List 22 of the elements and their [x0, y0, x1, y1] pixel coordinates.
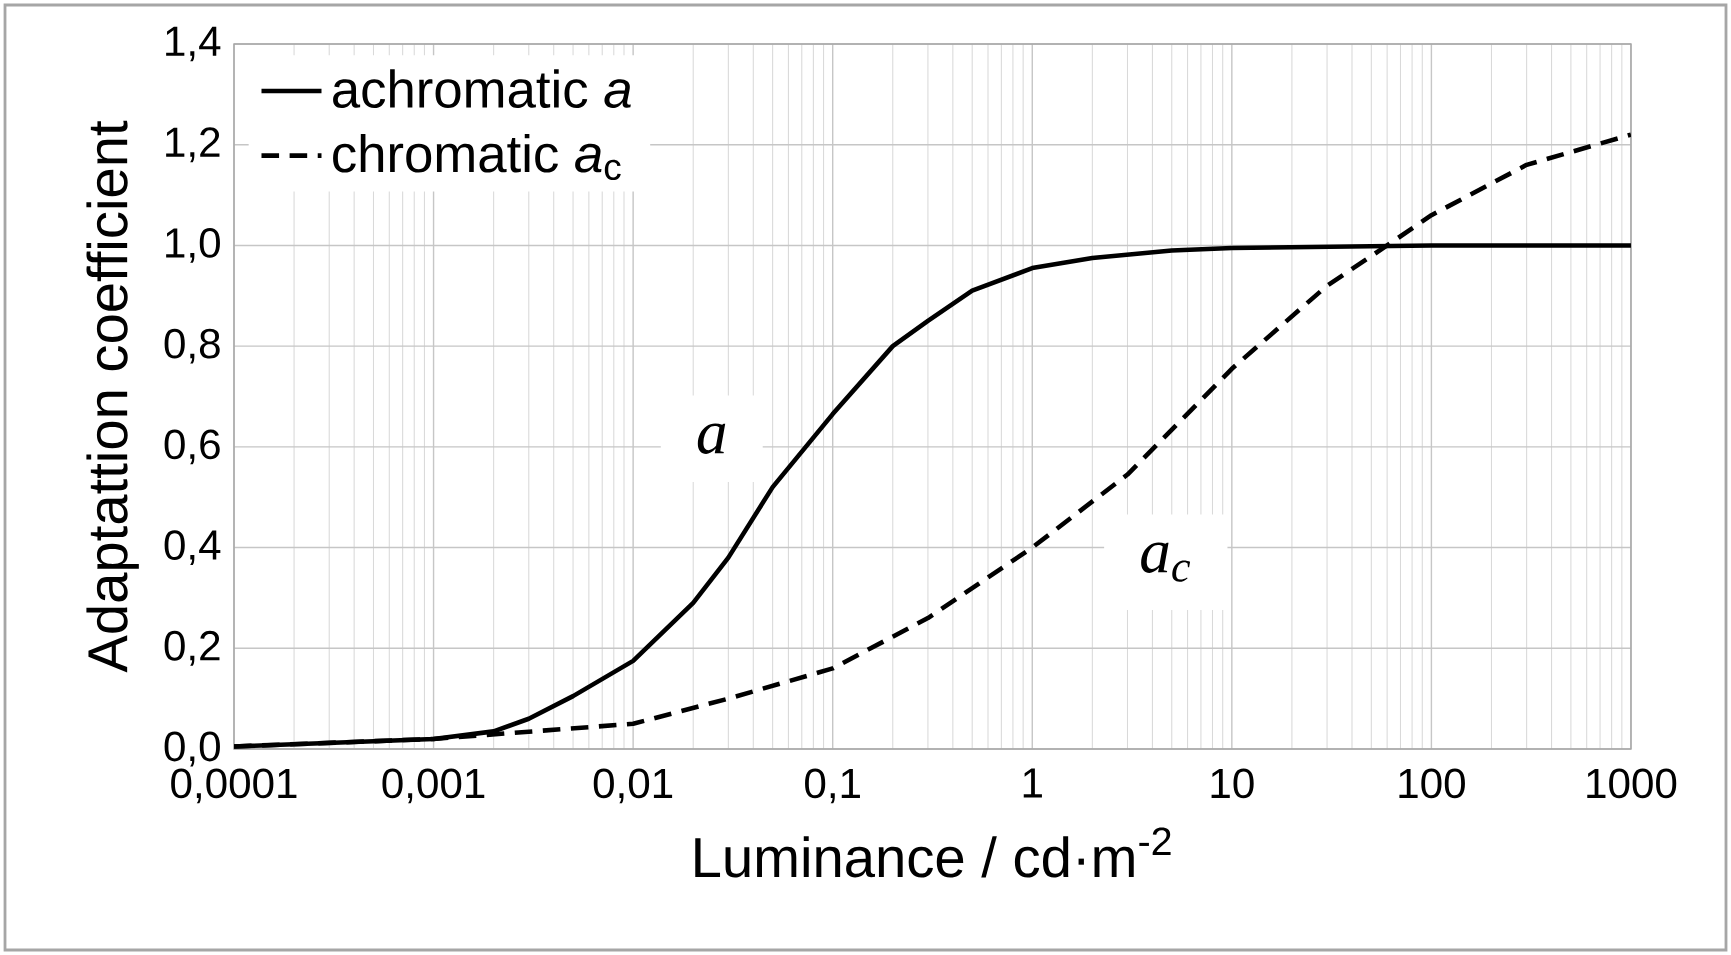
x-tick-label: 0,01 [593, 768, 673, 804]
y-tick-label: 0,0 [164, 731, 220, 767]
x-tick-label: 10 [1211, 768, 1254, 799]
y-tick-label: 0,8 [164, 328, 220, 364]
legend-label: chromatic a$_{c}$ [333, 133, 621, 181]
x-tick-label: 0,1 [805, 768, 860, 804]
x-tick-label: 1 [1023, 768, 1042, 798]
y-tick-label: 0,2 [164, 630, 220, 666]
x-tick-label: 100 [1399, 768, 1465, 799]
y-tick-label: 1,4 [166, 26, 221, 62]
annotation: a$_{c}$ [1141, 542, 1191, 582]
legend-label: achromatic a [333, 69, 631, 109]
x-tick-label: 1000 [1587, 768, 1677, 799]
x-tick-label: 0,001 [382, 768, 485, 804]
y-tick-label: 0,6 [164, 429, 220, 465]
y-axis-title: Adaptattion coefficient [86, 120, 139, 673]
y-tick-label: 1,2 [166, 127, 220, 163]
x-tick-label: 0,0001 [171, 768, 297, 804]
annotation: a [697, 423, 726, 455]
x-axis-title: Luminance / cd·m$^{-2}$ [695, 827, 1171, 878]
y-tick-label: 0,4 [164, 530, 221, 565]
y-tick-label: 1,0 [166, 228, 220, 263]
